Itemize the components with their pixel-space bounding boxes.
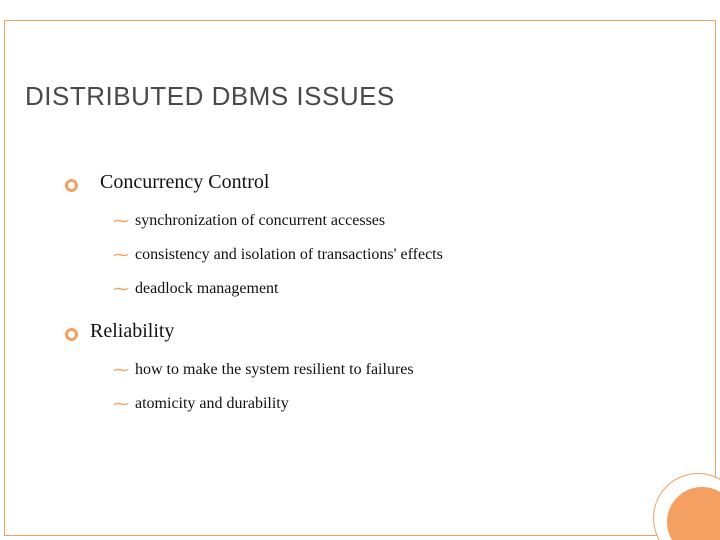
tilde-bullet-icon: ⁓ <box>113 360 135 380</box>
tilde-bullet-icon: ⁓ <box>113 279 135 299</box>
sub-item: ⁓ consistency and isolation of transacti… <box>113 244 655 264</box>
slide-content: Concurrency Control ⁓ synchronization of… <box>65 171 655 435</box>
sub-item: ⁓ synchronization of concurrent accesses <box>113 210 655 230</box>
sub-label: atomicity and durability <box>135 395 289 413</box>
topic-item: Concurrency Control <box>65 171 655 194</box>
topic-item: Reliability <box>65 320 655 343</box>
slide-title: DISTRIBUTED DBMS ISSUES <box>25 81 395 112</box>
sub-item: ⁓ how to make the system resilient to fa… <box>113 359 655 379</box>
sub-item: ⁓ deadlock management <box>113 278 655 298</box>
slide-frame: DISTRIBUTED DBMS ISSUES Concurrency Cont… <box>4 20 716 536</box>
topic-label: Reliability <box>90 320 174 343</box>
tilde-bullet-icon: ⁓ <box>113 245 135 265</box>
topic-label: Concurrency Control <box>100 171 269 194</box>
tilde-bullet-icon: ⁓ <box>113 394 135 414</box>
ring-bullet-icon <box>65 328 78 341</box>
sub-label: deadlock management <box>135 280 279 298</box>
sub-label: how to make the system resilient to fail… <box>135 361 414 379</box>
tilde-bullet-icon: ⁓ <box>113 211 135 231</box>
sub-item: ⁓ atomicity and durability <box>113 393 655 413</box>
sub-label: consistency and isolation of transaction… <box>135 246 443 264</box>
sub-label: synchronization of concurrent accesses <box>135 212 385 230</box>
ring-bullet-icon <box>65 179 78 192</box>
sub-list: ⁓ synchronization of concurrent accesses… <box>113 210 655 298</box>
sub-list: ⁓ how to make the system resilient to fa… <box>113 359 655 413</box>
